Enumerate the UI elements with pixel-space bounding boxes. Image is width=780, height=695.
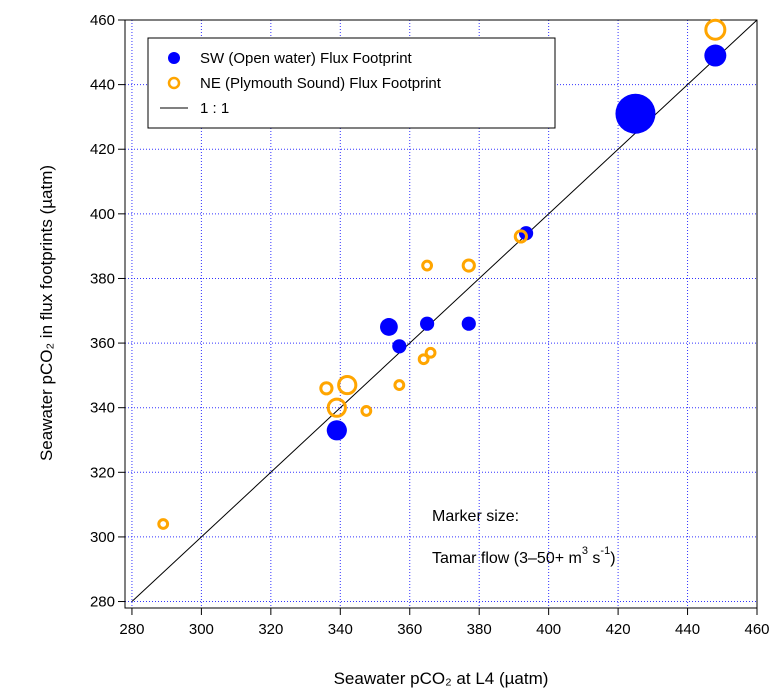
annotation: Tamar flow (3–50+ m — [432, 550, 582, 567]
x-tick-label: 280 — [119, 621, 144, 638]
y-tick-label: 300 — [90, 529, 115, 546]
y-tick-label: 360 — [90, 335, 115, 352]
x-tick-label: 320 — [258, 621, 283, 638]
x-tick-label: 340 — [328, 621, 353, 638]
y-tick-label: 320 — [90, 464, 115, 481]
annotation: Marker size: — [432, 508, 519, 525]
y-tick-label: 400 — [90, 206, 115, 223]
legend-box — [147, 37, 556, 129]
annotation: -1 — [600, 545, 610, 557]
y-tick-label: 460 — [90, 12, 115, 29]
scatter-point — [392, 339, 407, 354]
annotation: ) — [610, 550, 615, 567]
x-tick-label: 460 — [744, 621, 769, 638]
scatter-point — [461, 316, 476, 331]
scatter-point — [461, 258, 476, 273]
y-tick-label: 440 — [90, 77, 115, 94]
scatter-point — [421, 259, 434, 272]
legend-label: SW (Open water) Flux Footprint — [200, 50, 413, 67]
scatter-point — [424, 346, 437, 359]
legend-marker — [167, 76, 181, 90]
legend-marker — [168, 52, 180, 64]
scatter-point — [420, 316, 435, 331]
scatter-point — [380, 318, 398, 336]
scatter-point — [513, 229, 528, 244]
x-tick-label: 380 — [467, 621, 492, 638]
scatter-point — [393, 379, 406, 391]
scatter-point — [360, 405, 373, 417]
x-tick-label: 400 — [536, 621, 561, 638]
scatter-point — [326, 397, 347, 418]
scatter-point — [326, 420, 347, 441]
scatter-point — [319, 381, 334, 396]
annotation: 3 — [582, 545, 588, 557]
legend-label: 1 : 1 — [200, 100, 229, 117]
x-axis-label: Seawater pCO₂ at L4 (µatm) — [334, 669, 549, 688]
scatter-point — [157, 518, 170, 530]
annotation: Tamar flow (3–50+ m3 s-1) — [432, 545, 616, 567]
legend-label: NE (Plymouth Sound) Flux Footprint — [200, 75, 442, 92]
scatter-point — [417, 353, 430, 366]
x-tick-label: 360 — [397, 621, 422, 638]
x-tick-label: 300 — [189, 621, 214, 638]
y-tick-label: 280 — [90, 594, 115, 611]
annotation: s — [588, 550, 600, 567]
scatter-point — [615, 93, 656, 134]
scatter-point — [337, 374, 358, 396]
y-tick-label: 420 — [90, 141, 115, 158]
scatter-point — [704, 44, 727, 67]
scatter-point — [704, 18, 727, 41]
y-tick-label: 380 — [90, 270, 115, 287]
plot-frame — [124, 19, 758, 609]
y-tick-label: 340 — [90, 400, 115, 417]
y-axis-label: Seawater pCO₂ in flux footprints (µatm) — [37, 165, 56, 461]
x-tick-label: 420 — [606, 621, 631, 638]
x-tick-label: 440 — [675, 621, 700, 638]
